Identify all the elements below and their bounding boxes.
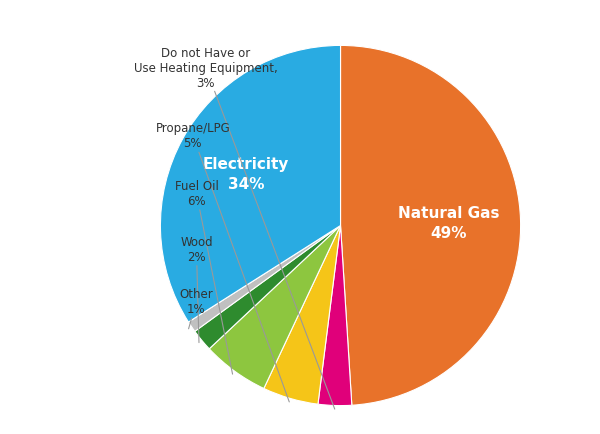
Wedge shape bbox=[318, 226, 352, 406]
Text: Fuel Oil
6%: Fuel Oil 6% bbox=[175, 180, 233, 374]
Wedge shape bbox=[188, 226, 341, 332]
Wedge shape bbox=[341, 46, 521, 405]
Wedge shape bbox=[264, 226, 341, 404]
Text: Electricity
34%: Electricity 34% bbox=[203, 157, 289, 191]
Text: Natural Gas
49%: Natural Gas 49% bbox=[398, 205, 499, 240]
Wedge shape bbox=[160, 46, 341, 322]
Text: Wood
2%: Wood 2% bbox=[180, 235, 213, 343]
Wedge shape bbox=[195, 226, 341, 349]
Text: Propane/LPG
5%: Propane/LPG 5% bbox=[155, 122, 289, 402]
Wedge shape bbox=[209, 226, 341, 388]
Text: Do not Have or
Use Heating Equipment,
3%: Do not Have or Use Heating Equipment, 3% bbox=[134, 46, 335, 409]
Text: Other
1%: Other 1% bbox=[179, 287, 214, 329]
